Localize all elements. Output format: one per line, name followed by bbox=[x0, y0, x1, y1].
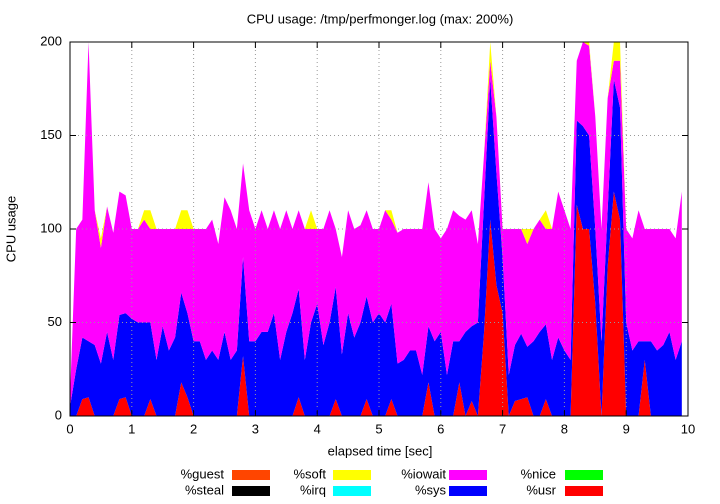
plot-border bbox=[69, 41, 689, 417]
x-tick-label: 8 bbox=[561, 421, 568, 436]
x-tick-label: 6 bbox=[437, 421, 444, 436]
legend-label: %iowait bbox=[401, 466, 446, 481]
legend-label: %soft bbox=[293, 466, 326, 481]
x-tick-label: 3 bbox=[252, 421, 259, 436]
x-tick-label: 10 bbox=[681, 421, 695, 436]
y-tick-label: 100 bbox=[40, 220, 62, 235]
legend-label: %guest bbox=[181, 466, 225, 481]
legend-swatch bbox=[232, 486, 270, 496]
legend-swatch bbox=[333, 470, 371, 480]
areas bbox=[70, 42, 682, 417]
legend-label: %sys bbox=[415, 482, 447, 497]
legend-swatch bbox=[333, 486, 371, 496]
y-tick-label: 150 bbox=[40, 127, 62, 142]
x-axis-label: elapsed time [sec] bbox=[328, 443, 433, 458]
legend-swatch bbox=[232, 470, 270, 480]
y-tick-label: 0 bbox=[55, 407, 62, 422]
y-axis-label: CPU usage bbox=[3, 196, 18, 262]
area bbox=[70, 79, 682, 417]
x-tick-label: 2 bbox=[190, 421, 197, 436]
x-tick-label: 0 bbox=[66, 421, 73, 436]
chart-title: CPU usage: /tmp/perfmonger.log (max: 200… bbox=[247, 11, 514, 26]
x-tick-label: 1 bbox=[128, 421, 135, 436]
legend-swatch bbox=[565, 486, 603, 496]
legend-swatch bbox=[565, 470, 603, 480]
x-tick-label: 4 bbox=[314, 421, 321, 436]
legend-label: %nice bbox=[521, 466, 556, 481]
y-tick-label: 200 bbox=[40, 33, 62, 48]
legend-swatch bbox=[449, 486, 487, 496]
area bbox=[70, 191, 682, 416]
legend-swatch bbox=[449, 470, 487, 480]
x-tick-label: 5 bbox=[375, 421, 382, 436]
legend-label: %usr bbox=[526, 482, 556, 497]
x-tick-label: 9 bbox=[623, 421, 630, 436]
area bbox=[70, 42, 682, 407]
x-tick-label: 7 bbox=[499, 421, 506, 436]
legend-label: %irq bbox=[300, 482, 326, 497]
legend-label: %steal bbox=[185, 482, 224, 497]
y-tick-label: 50 bbox=[48, 314, 62, 329]
